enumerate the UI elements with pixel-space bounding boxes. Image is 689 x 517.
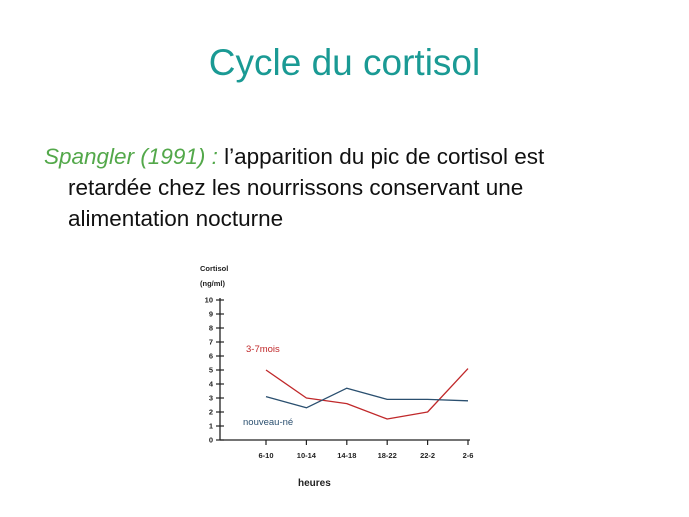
series-line-0	[265, 368, 469, 420]
y-tick-label: 1	[209, 422, 213, 431]
y-axis-label-line2: (ng/ml)	[200, 279, 225, 288]
x-tick-label: 10-14	[297, 451, 317, 460]
slide-body-text: Spangler (1991) : l’apparition du pic de…	[44, 141, 654, 234]
body-text-2: retardée chez les nourrissons conservant…	[68, 175, 524, 200]
y-tick-label: 3	[209, 394, 213, 403]
y-axis-label-line1: Cortisol	[200, 264, 228, 273]
x-tick-label: 22-2	[420, 451, 435, 460]
series-label-nouveau-ne: nouveau-né	[243, 417, 293, 428]
series-line-1	[265, 387, 469, 409]
y-tick-label: 4	[209, 380, 214, 389]
y-tick-label: 10	[205, 296, 213, 305]
y-tick-label: 5	[209, 366, 213, 375]
body-text-3: alimentation nocturne	[68, 206, 284, 231]
x-ticks: 6-10 10-14 14-18 18-22 22-2 2-6	[258, 440, 473, 460]
x-axis-label: heures	[298, 478, 331, 489]
citation: Spangler (1991) :	[44, 144, 218, 169]
x-tick-label: 6-10	[258, 451, 273, 460]
chart-svg: Cortisol (ng/ml) 0 1 2 3 4 5 6 7 8 9 10 6-10 10-14 1…	[200, 264, 473, 489]
y-tick-label: 8	[209, 324, 213, 333]
y-tick-label: 0	[209, 436, 213, 445]
y-tick-label: 9	[209, 310, 213, 319]
x-tick-label: 18-22	[378, 451, 397, 460]
x-tick-label: 14-18	[337, 451, 356, 460]
y-tick-label: 2	[209, 408, 213, 417]
slide-title: Cycle du cortisol	[208, 42, 481, 83]
y-tick-label: 7	[209, 338, 213, 347]
series-label-3-7mois: 3-7mois	[246, 344, 280, 355]
series-lines	[265, 368, 469, 420]
body-line-1: Spangler (1991) : l’apparition du pic de…	[44, 141, 654, 172]
cortisol-chart: Cortisol (ng/ml) 0 1 2 3 4 5 6 7 8 9 10 6-10 10-14 1…	[170, 255, 490, 500]
y-tick-label: 6	[209, 352, 213, 361]
x-tick-label: 2-6	[463, 451, 474, 460]
body-text-1: l’apparition du pic de cortisol est	[224, 144, 545, 169]
y-ticks: 0 1 2 3 4 5 6 7 8 9 10	[205, 296, 224, 445]
